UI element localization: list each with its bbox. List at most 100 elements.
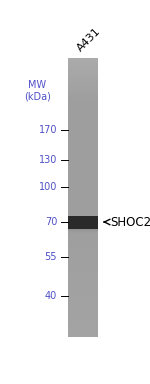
Bar [68,238,98,240]
Bar [68,157,98,159]
Bar [68,66,98,67]
Bar [68,166,98,167]
Bar [68,316,98,317]
Bar [68,93,98,94]
Bar [68,68,98,69]
Bar [68,299,98,300]
Bar [68,59,98,60]
Bar [68,219,98,220]
Bar [68,297,98,298]
Bar [68,84,98,85]
Bar [68,228,98,229]
Bar [68,80,98,81]
Bar [68,252,98,253]
Bar [68,272,98,273]
Bar [68,192,98,193]
Bar [68,290,98,291]
Bar [68,120,98,121]
Bar [68,153,98,154]
Bar [68,332,98,333]
Bar [68,291,98,292]
Bar [68,327,98,328]
Bar [68,155,98,156]
Bar [68,234,98,235]
Bar [68,170,98,172]
Bar [68,318,98,319]
Bar [68,292,98,293]
Bar [68,149,98,150]
Bar [68,194,98,195]
Bar [68,190,98,191]
Bar [68,123,98,124]
Bar [68,98,98,99]
Bar [68,268,98,269]
Bar [68,284,98,285]
Bar [68,109,98,110]
Bar [68,237,98,238]
Bar [68,218,98,219]
Bar [68,144,98,146]
Bar [68,310,98,311]
Bar [68,121,98,122]
Text: 40: 40 [45,291,57,301]
Bar [68,243,98,244]
Bar [68,133,98,134]
Bar [68,88,98,89]
Bar [68,250,98,251]
Bar [68,91,98,93]
Bar [68,206,98,207]
Bar [68,266,98,268]
Bar [68,256,98,257]
Bar [68,154,98,155]
Bar [68,212,98,214]
Bar [68,114,98,115]
Bar [68,189,98,190]
Text: A431: A431 [76,26,103,53]
Bar [68,253,98,255]
Bar [68,314,98,315]
Bar [68,110,98,111]
Bar [68,89,98,91]
Bar [68,281,98,282]
Bar [68,199,98,200]
Bar [68,330,98,331]
Bar [68,159,98,161]
Bar [68,60,98,61]
Bar [68,200,98,201]
Bar [68,111,98,112]
Bar [68,328,98,329]
Bar [68,187,98,188]
Bar [68,240,98,242]
Bar [68,172,98,174]
Bar [68,70,98,71]
Bar [68,94,98,95]
Bar [68,255,98,256]
Bar [68,143,98,144]
Bar [68,191,98,192]
Bar [68,132,98,133]
Bar [68,163,98,164]
Bar [68,118,98,119]
Bar [68,325,98,326]
Bar [68,217,98,218]
Bar [68,67,98,68]
Bar [68,182,98,183]
Bar [68,193,98,194]
Bar [68,236,98,237]
Text: 55: 55 [45,253,57,263]
Bar [68,76,98,78]
Bar [68,233,98,234]
Bar [68,87,98,88]
Bar [68,305,98,306]
Bar [68,230,98,231]
Bar [68,312,98,313]
Bar [68,122,98,123]
Bar [68,183,98,184]
Bar [68,262,98,263]
Bar [68,139,98,140]
Bar [68,69,98,70]
Bar [68,78,98,79]
Bar [68,137,98,138]
Bar [68,131,98,132]
Bar [68,179,98,180]
